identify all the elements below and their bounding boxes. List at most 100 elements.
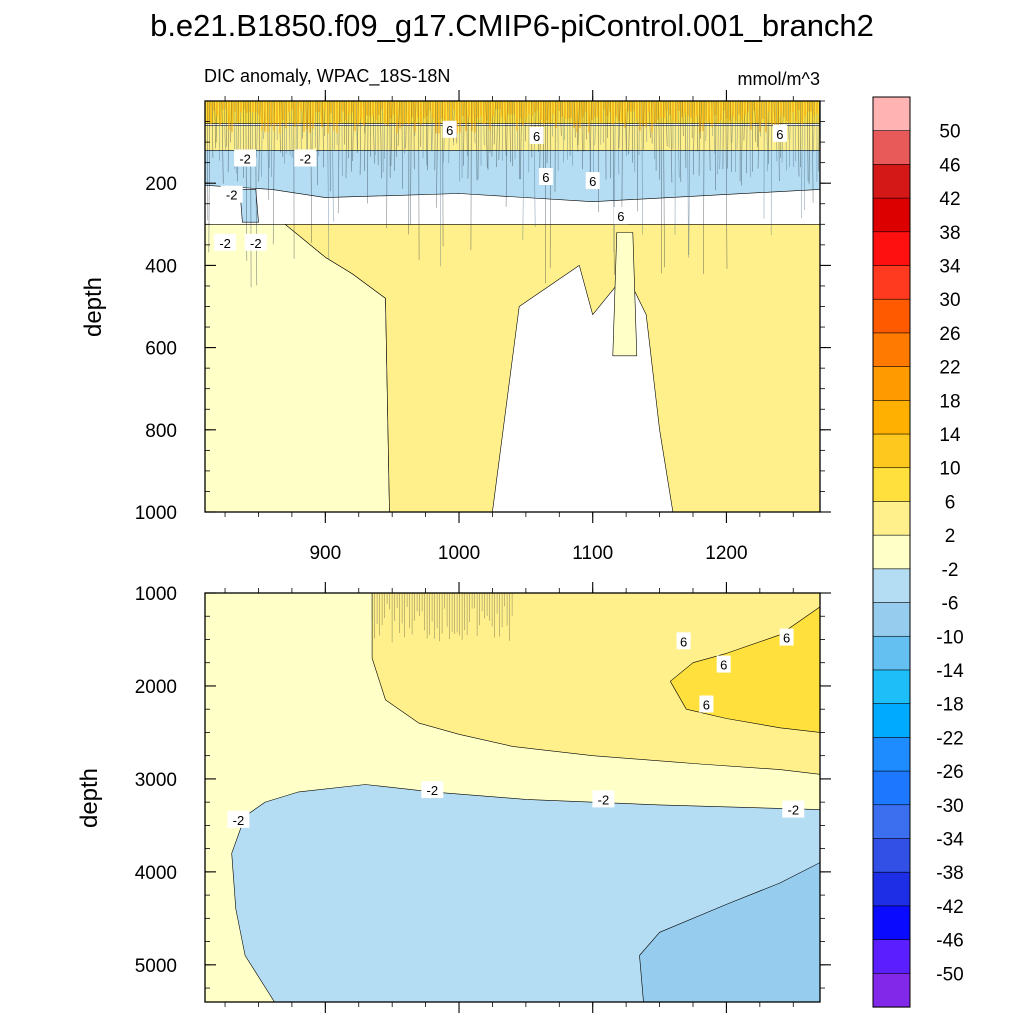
colorbar-swatch-16 (872, 635, 911, 671)
colorbar-swatch-20 (872, 770, 911, 806)
colorbar-swatch-6 (872, 298, 911, 334)
svg-text:-2: -2 (598, 792, 610, 807)
colorbar-label-13: -2 (942, 560, 959, 581)
colorbar-label-5: 30 (939, 290, 960, 311)
colorbar-swatch-7 (872, 332, 911, 368)
colorbar-swatch-14 (872, 568, 911, 604)
colorbar-label-11: 6 (945, 492, 956, 513)
colorbar-label-15: -10 (936, 627, 963, 648)
contour-label-lower-6: -2 (592, 790, 615, 808)
colorbar-label-18: -22 (936, 728, 963, 749)
contour-label-lower-1: 6 (716, 655, 731, 673)
colorbar-label-19: -26 (936, 762, 963, 783)
colorbar-swatch-0 (872, 96, 911, 132)
chart-units: mmol/m^3 (738, 69, 820, 89)
svg-text:-2: -2 (300, 152, 312, 167)
svg-text:-2: -2 (226, 188, 238, 203)
y-axis-label-lower: depth (76, 768, 103, 828)
svg-text:6: 6 (542, 170, 549, 185)
svg-text:-2: -2 (427, 783, 439, 798)
contour-label-upper-4: -2 (244, 233, 267, 251)
contour-label-upper-10: 6 (772, 124, 787, 142)
colorbar-swatch-15 (872, 602, 911, 637)
colorbar-swatch-21 (872, 804, 911, 840)
colorbar-swatch-9 (872, 400, 911, 435)
colorbar-label-20: -30 (936, 796, 963, 817)
x-tick-label-2: 1100 (572, 543, 613, 564)
colorbar-swatch-18 (872, 703, 911, 738)
y-tick-label-lower-2: 3000 (135, 770, 177, 791)
y-tick-label-lower-4: 5000 (135, 956, 177, 977)
contour-label-lower-7: -2 (782, 800, 805, 818)
svg-text:6: 6 (776, 127, 783, 142)
colorbar-label-25: -50 (936, 964, 963, 985)
chart-title: b.e21.B1850.f09_g17.CMIP6-piControl.001_… (150, 8, 874, 43)
contour-label-lower-3: 6 (699, 695, 714, 713)
contour-label-upper-2: -2 (220, 185, 243, 203)
colorbar-label-8: 18 (939, 391, 960, 412)
contour-region-upper-1 (284, 224, 820, 512)
noise-texture (205, 101, 820, 288)
y-tick-label-upper-3: 800 (145, 421, 177, 442)
y-tick-label-lower-1: 2000 (135, 677, 177, 698)
colorbar-swatch-4 (872, 231, 911, 267)
svg-text:6: 6 (703, 698, 710, 713)
svg-text:-2: -2 (219, 236, 231, 251)
y-tick-label-upper-2: 600 (145, 339, 177, 360)
svg-text:6: 6 (446, 123, 453, 138)
colorbar-swatch-13 (872, 534, 911, 570)
colorbar-label-24: -46 (936, 931, 963, 952)
colorbar-label-7: 22 (939, 358, 960, 379)
colorbar-label-9: 14 (939, 425, 961, 446)
svg-text:-2: -2 (233, 813, 245, 828)
contour-region-upper-6 (239, 189, 259, 223)
colorbar-label-4: 34 (939, 257, 961, 278)
contour-label-lower-2: 6 (779, 628, 794, 646)
colorbar-swatch-24 (872, 905, 911, 941)
colorbar-label-12: 2 (945, 526, 956, 547)
upper-panel: -2 -2 -2 -2 -2 6 6 6 6 6 6 200 400 600 800 1000 900 1000 1… (135, 90, 831, 564)
svg-text:-2: -2 (788, 803, 800, 818)
colorbar-label-21: -34 (936, 830, 964, 851)
contour-label-upper-5: 6 (442, 120, 457, 138)
plot-frame-lower (204, 592, 821, 1003)
contour-label-lower-4: -2 (227, 810, 250, 828)
y-tick-label-upper-1: 400 (145, 256, 177, 277)
contour-label-upper-9: 6 (613, 207, 628, 225)
y-tick-label-upper-4: 1000 (135, 503, 177, 524)
contour-label-lower-5: -2 (421, 781, 444, 799)
colorbar-swatch-11 (872, 467, 911, 503)
contour-label-upper-3: -2 (214, 233, 237, 251)
colorbar-label-2: 42 (939, 189, 960, 210)
colorbar-label-1: 46 (939, 155, 960, 176)
chart-subtitle: DIC anomaly, WPAC_18S-18N (204, 66, 450, 87)
svg-text:6: 6 (533, 129, 540, 144)
svg-text:-2: -2 (239, 152, 251, 167)
y-axis-label-upper: depth (80, 277, 107, 337)
colorbar-swatch-17 (872, 669, 911, 705)
x-tick-label-0: 900 (309, 543, 341, 564)
noise-texture (371, 593, 513, 643)
svg-text:6: 6 (589, 174, 596, 189)
colorbar-label-17: -18 (936, 695, 963, 716)
contour-region-lower-4 (639, 862, 820, 1002)
colorbar-swatch-10 (872, 433, 911, 469)
lower-panel: 6 6 6 6 -2 -2 -2 -2 1000 2000 3000 4000 5000 (135, 582, 831, 1013)
svg-text:6: 6 (680, 634, 687, 649)
colorbar-swatch-22 (872, 838, 911, 873)
colorbar-swatch-8 (872, 366, 911, 401)
colorbar-label-14: -6 (942, 594, 959, 615)
contour-label-upper-1: -2 (294, 149, 317, 167)
colorbar-label-10: 10 (939, 459, 960, 480)
colorbar: 50 46 42 38 34 30 26 22 18 14 10 6 2 -2 -6 -10 -14 -18 -22… (872, 96, 964, 1008)
colorbar-swatch-19 (872, 737, 911, 772)
svg-text:-2: -2 (250, 236, 262, 251)
y-tick-label-lower-3: 4000 (135, 863, 177, 884)
colorbar-swatch-2 (872, 164, 911, 199)
colorbar-label-22: -38 (936, 863, 963, 884)
svg-text:6: 6 (720, 658, 727, 673)
y-tick-label-upper-0: 200 (145, 174, 177, 195)
colorbar-label-16: -14 (936, 661, 964, 682)
colorbar-swatch-3 (872, 197, 911, 233)
